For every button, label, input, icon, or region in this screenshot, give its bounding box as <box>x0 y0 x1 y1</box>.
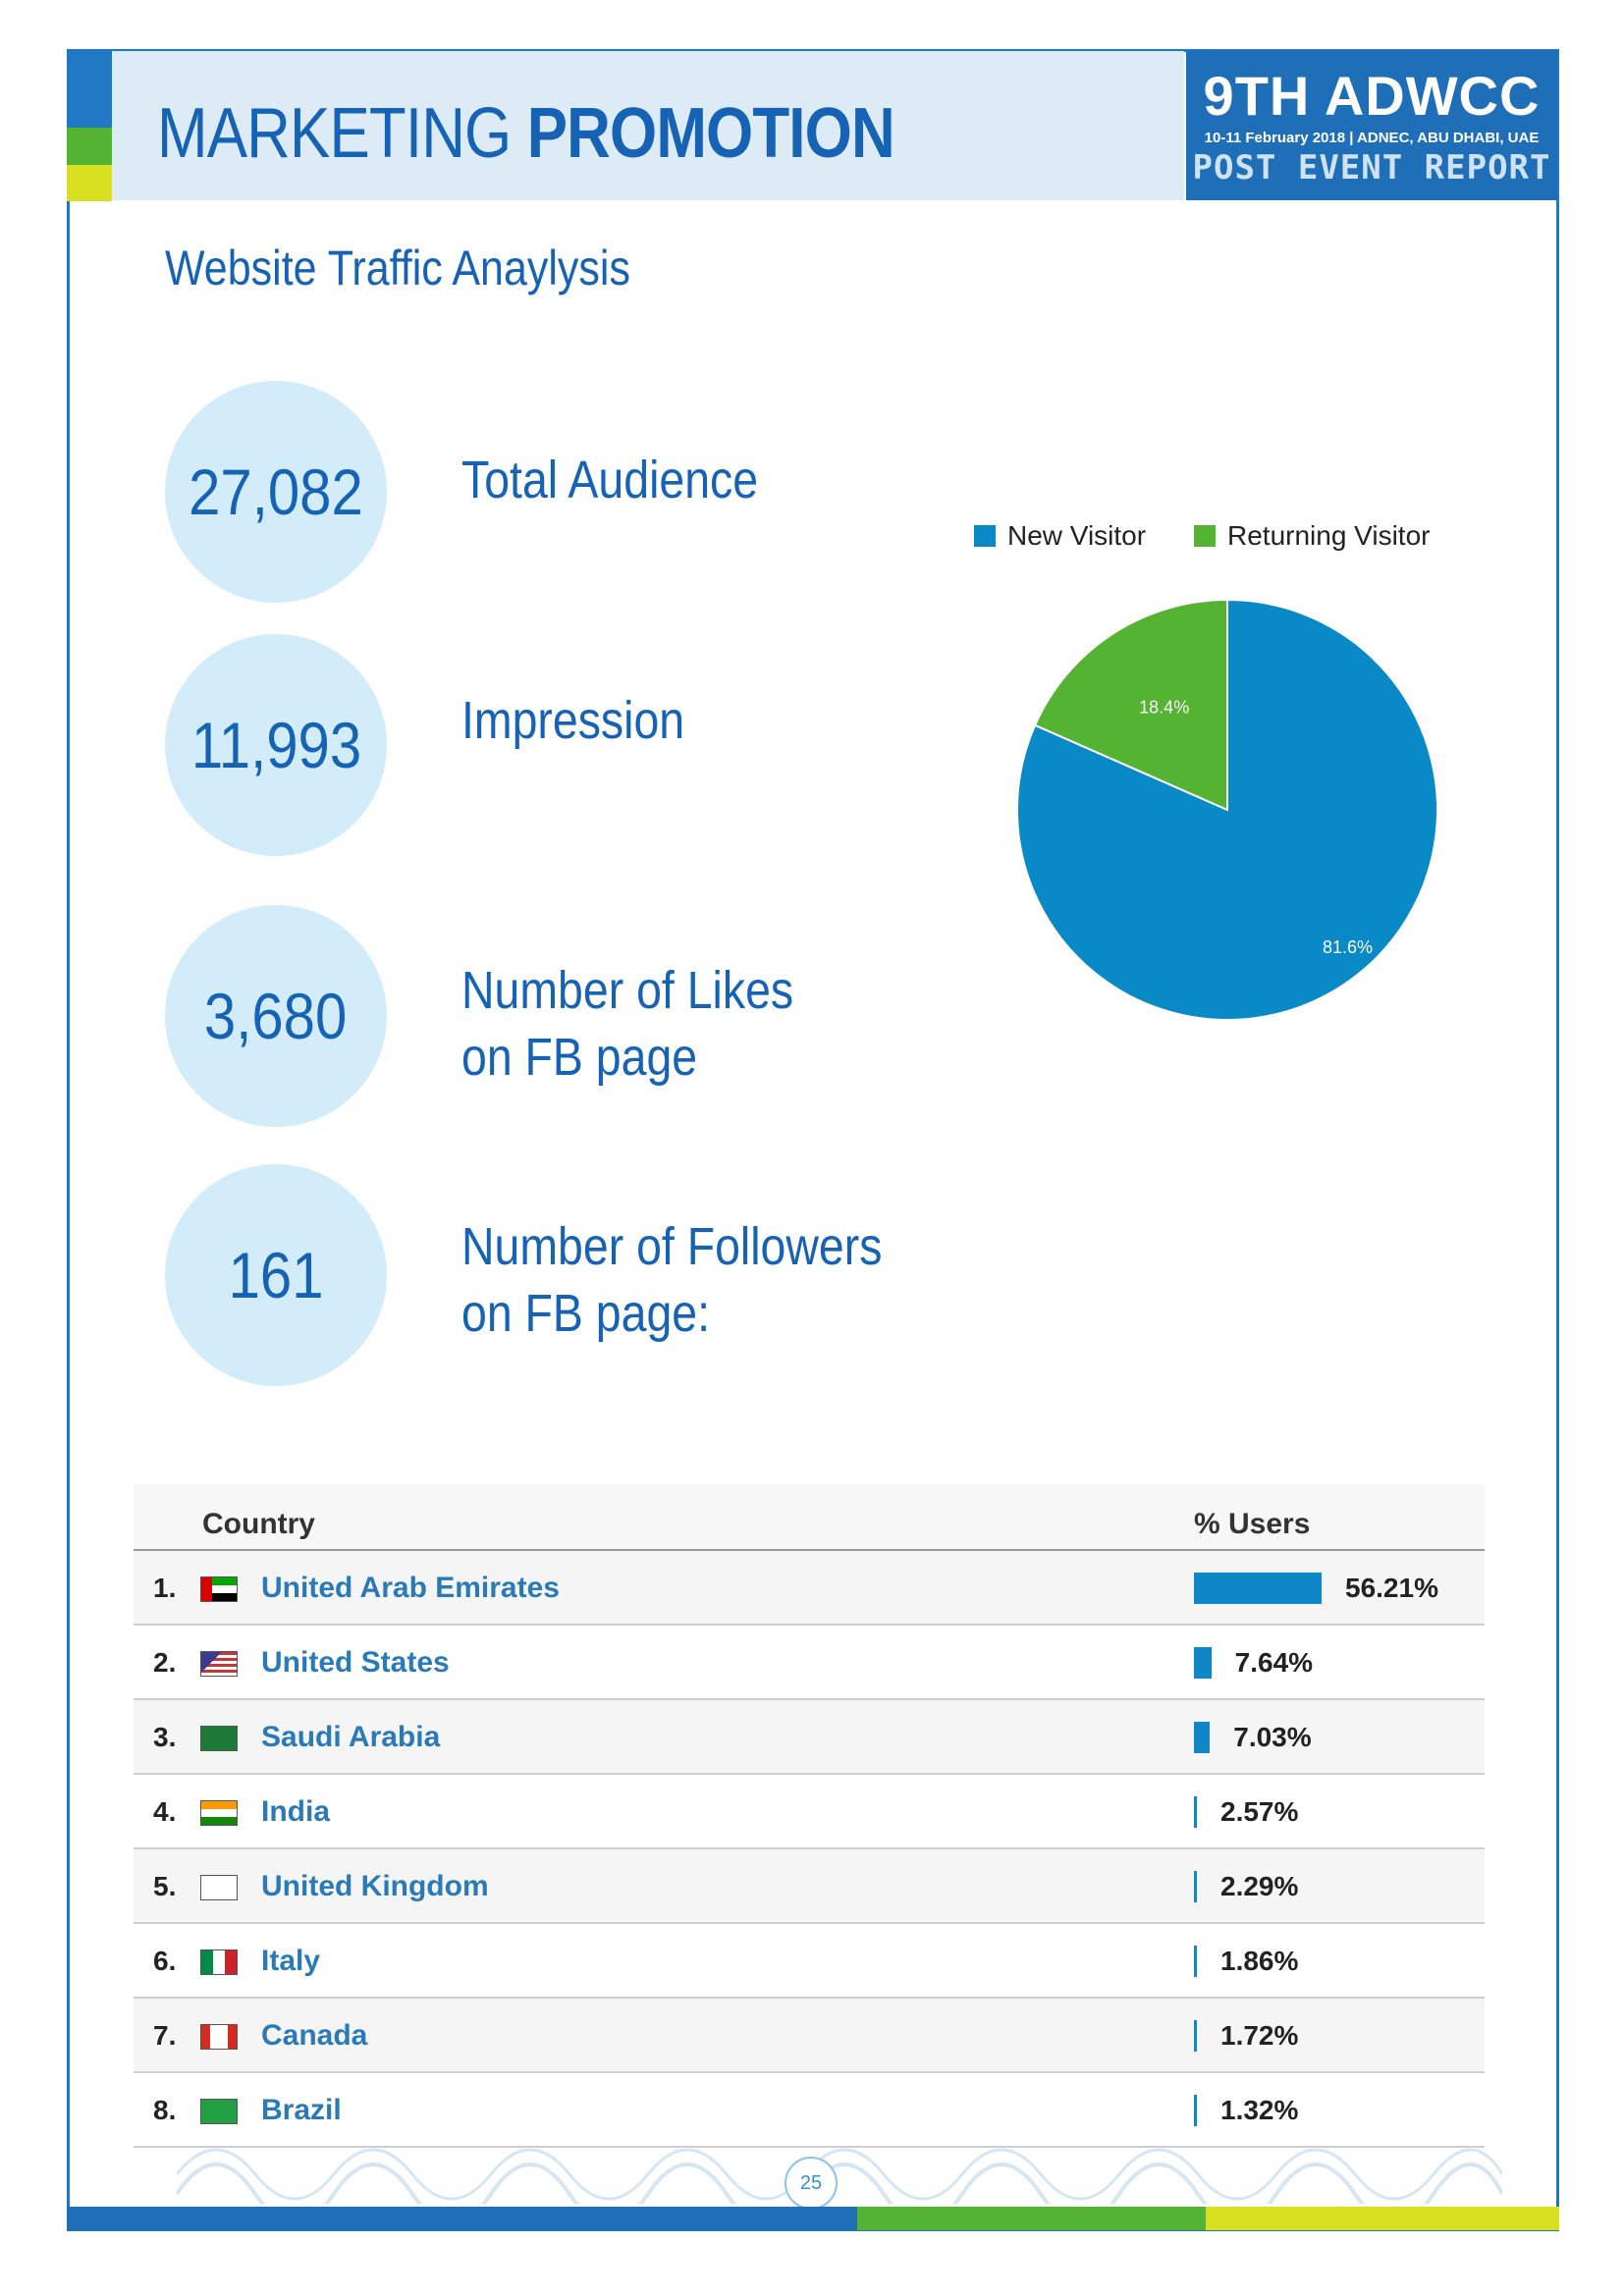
page-number: 25 <box>785 2157 838 2210</box>
legend-swatch <box>974 525 996 547</box>
users-bar <box>1194 1946 1197 1977</box>
legend-new-visitor: New Visitor <box>974 520 1146 552</box>
col-users: % Users <box>1194 1508 1311 1540</box>
visitor-pie-chart: 81.6% 18.4% <box>1016 598 1438 1021</box>
users-percent: 56.21% <box>1345 1573 1438 1603</box>
table-header: Country % Users <box>134 1484 1485 1551</box>
event-badge: 9TH ADWCC 10-11 February 2018 | ADNEC, A… <box>1186 51 1557 200</box>
country-link[interactable]: Canada <box>261 2019 368 2052</box>
users-bar <box>1194 1647 1212 1679</box>
bottom-bar-green <box>857 2207 1206 2230</box>
country-link[interactable]: Italy <box>261 1945 321 1977</box>
header-band <box>112 51 1184 200</box>
users-percent: 1.32% <box>1220 2095 1299 2125</box>
row-rank: 5. <box>153 1871 177 1901</box>
italy-flag-icon <box>200 1949 238 1975</box>
legend-swatch <box>1194 525 1216 547</box>
col-country: Country <box>202 1508 315 1540</box>
pie-slice-returning-visitor <box>1033 598 1228 812</box>
table-row: 7. Canada 1.72% <box>134 1999 1485 2073</box>
uk-flag-icon <box>200 1875 238 1900</box>
row-rank: 4. <box>153 1796 177 1827</box>
users-percent: 7.64% <box>1234 1647 1314 1678</box>
users-bar <box>1194 1871 1197 1902</box>
users-percent: 2.29% <box>1220 1871 1299 1901</box>
country-link[interactable]: Saudi Arabia <box>261 1721 441 1753</box>
row-rank: 1. <box>153 1573 177 1603</box>
table-row: 2. United States 7.64% <box>134 1626 1485 1700</box>
table-row: 1. United Arab Emirates 56.21% <box>134 1551 1485 1626</box>
badge-date: 10-11 February 2018 | ADNEC, ABU DHABI, … <box>1204 130 1540 146</box>
users-percent: 7.03% <box>1233 1722 1312 1752</box>
saudi-flag-icon <box>200 1726 238 1751</box>
table-row: 8. Brazil 1.32% <box>134 2073 1485 2148</box>
badge-title: 9TH ADWCC <box>1203 65 1541 127</box>
table-row: 3. Saudi Arabia 7.03% <box>134 1700 1485 1775</box>
users-bar <box>1194 1722 1211 1753</box>
table-row: 5. United Kingdom 2.29% <box>134 1849 1485 1924</box>
brazil-flag-icon <box>200 2099 238 2124</box>
table-row: 6. Italy 1.86% <box>134 1924 1485 1999</box>
stat-label-impression: Impression <box>461 691 685 750</box>
row-rank: 7. <box>153 2020 177 2051</box>
row-rank: 8. <box>153 2095 177 2125</box>
section-subtitle: Website Traffic Anaylysis <box>165 240 630 295</box>
country-link[interactable]: United Arab Emirates <box>261 1572 560 1604</box>
legend-returning-visitor: Returning Visitor <box>1194 520 1430 552</box>
us-flag-icon <box>200 1651 238 1677</box>
stat-circle-followers: 161 <box>165 1164 387 1386</box>
uae-flag-icon <box>200 1576 238 1602</box>
page-title: MARKETING PROMOTION <box>157 94 895 173</box>
country-link[interactable]: Brazil <box>261 2094 342 2126</box>
country-table: Country % Users 1. United Arab Emirates 56… <box>134 1484 1485 2148</box>
users-percent: 2.57% <box>1220 1796 1299 1827</box>
stat-label-likes: Number of Likes on FB page <box>461 961 794 1087</box>
decorative-pattern <box>177 2148 1502 2204</box>
stat-circle-audience: 27,082 <box>165 381 387 603</box>
india-flag-icon <box>200 1800 238 1826</box>
bottom-bar-yellow <box>1206 2207 1559 2230</box>
country-link[interactable]: India <box>261 1795 331 1828</box>
users-bar <box>1194 2020 1197 2052</box>
row-rank: 6. <box>153 1946 177 1976</box>
users-percent: 1.86% <box>1220 1946 1299 1976</box>
stat-label-followers: Number of Followers on FB page: <box>461 1217 883 1343</box>
canada-flag-icon <box>200 2024 238 2050</box>
users-bar <box>1194 1796 1197 1828</box>
badge-report: POST EVENT REPORT <box>1192 148 1551 187</box>
row-rank: 3. <box>153 1722 177 1752</box>
pie-label: 18.4% <box>1139 697 1189 717</box>
table-row: 4. India 2.57% <box>134 1775 1485 1849</box>
users-percent: 1.72% <box>1220 2020 1299 2051</box>
country-link[interactable]: United Kingdom <box>261 1870 489 1902</box>
bottom-bar-blue <box>67 2207 857 2230</box>
users-bar <box>1194 1573 1322 1604</box>
users-bar <box>1194 2095 1197 2126</box>
pie-label: 81.6% <box>1323 937 1373 957</box>
stat-circle-impression: 11,993 <box>165 634 387 856</box>
country-link[interactable]: United States <box>261 1646 450 1679</box>
row-rank: 2. <box>153 1647 177 1678</box>
stat-label-audience: Total Audience <box>461 451 759 509</box>
side-color-stripe <box>67 49 112 201</box>
stat-circle-likes: 3,680 <box>165 905 387 1127</box>
